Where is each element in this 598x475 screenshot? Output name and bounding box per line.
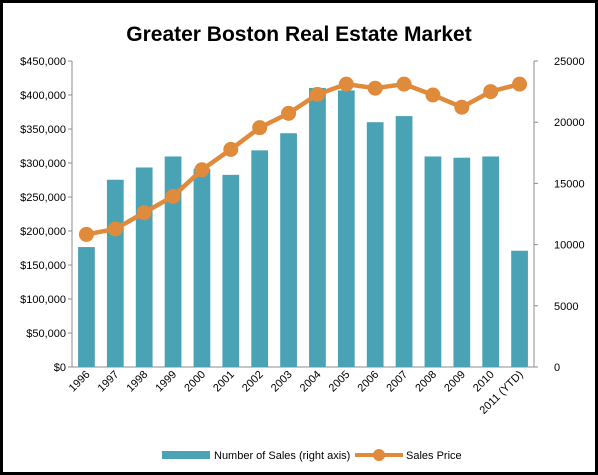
right-tick-label: 15000 (554, 178, 585, 190)
legend: Number of Sales (right axis) Sales Price (162, 449, 462, 462)
sales-price-point (512, 76, 528, 92)
bar-number-of-sales (251, 150, 269, 367)
sales-price-point (136, 205, 152, 221)
x-tick-label: 2008 (413, 369, 439, 395)
right-tick-label: 0 (554, 362, 560, 374)
bar-number-of-sales (106, 179, 124, 367)
sales-price-point (252, 120, 268, 136)
bar-number-of-sales (78, 247, 95, 367)
chart-svg: Greater Boston Real Estate Market $0 $50,… (20, 23, 584, 462)
bar-number-of-sales (482, 156, 500, 367)
x-tick-label: 2009 (442, 369, 468, 395)
right-tick-label: 5000 (554, 301, 578, 313)
sales-price-point (483, 84, 499, 100)
x-tick-label: 2001 (211, 369, 237, 395)
left-tick-label: $0 (54, 362, 66, 374)
left-tick-label: $400,000 (20, 90, 66, 102)
x-tick-label: 1996 (67, 369, 93, 395)
x-tick-label: 2010 (471, 369, 497, 395)
left-tick-label: $350,000 (20, 124, 66, 136)
sales-price-point (396, 76, 412, 92)
left-tick-label: $300,000 (20, 158, 66, 170)
left-tick-label: $200,000 (20, 226, 66, 238)
left-tick-label: $450,000 (20, 56, 66, 68)
left-tick-label: $100,000 (20, 294, 66, 306)
right-tick-label: 25000 (554, 56, 585, 68)
sales-price-point (78, 226, 94, 242)
bar-number-of-sales (222, 174, 240, 367)
legend-swatch-number-of-sales (162, 451, 210, 459)
legend-swatch-sales-price-marker (373, 449, 385, 461)
x-tick-label: 2003 (269, 369, 295, 395)
bar-number-of-sales (511, 250, 528, 367)
bar-number-of-sales (280, 133, 297, 367)
bar-number-of-sales (337, 90, 355, 367)
sales-price-point (309, 86, 325, 102)
left-tick-label: $250,000 (20, 192, 66, 204)
x-tick-label: 1998 (125, 369, 151, 395)
line-layer (78, 76, 528, 242)
bars-layer (78, 87, 528, 367)
chart-title: Greater Boston Real Estate Market (126, 23, 471, 46)
left-tick-label: $150,000 (20, 260, 66, 272)
axes-layer: $0 $50,000 $100,000 $150,000 $200,000 $250,00… (20, 56, 584, 374)
bar-number-of-sales (135, 167, 153, 367)
bar-number-of-sales (424, 156, 442, 367)
x-tick-label: 2006 (356, 369, 382, 395)
legend-label-sales-price: Sales Price (406, 450, 462, 462)
right-tick-label: 10000 (554, 240, 585, 252)
sales-price-line (84, 81, 522, 237)
sales-price-point (281, 105, 297, 121)
sales-price-point (367, 80, 383, 96)
legend-label-number-of-sales: Number of Sales (right axis) (214, 450, 350, 462)
bar-number-of-sales (193, 168, 211, 367)
sales-price-point (425, 87, 441, 103)
sales-price-point (454, 99, 470, 115)
bar-number-of-sales (164, 156, 182, 367)
sales-price-point (165, 188, 181, 204)
right-tick-label: 20000 (554, 117, 585, 129)
sales-price-point (194, 162, 210, 178)
sales-price-point (223, 141, 239, 157)
x-tick-label: 2007 (384, 369, 410, 395)
x-tick-label: 2005 (327, 369, 353, 395)
x-tick-label: 2002 (240, 369, 266, 395)
bar-number-of-sales (453, 157, 471, 367)
x-tick-labels: 1996 1997 1998 1999 2000 2001 2002 2003 2004 2005… (67, 369, 526, 417)
x-tick-label: 2004 (298, 369, 324, 395)
bar-number-of-sales (366, 122, 384, 367)
bar-number-of-sales (395, 116, 413, 367)
sales-price-point (338, 76, 354, 92)
x-tick-label: 1999 (153, 369, 179, 395)
left-tick-label: $50,000 (26, 328, 66, 340)
bar-number-of-sales (309, 87, 326, 367)
x-tick-label: 1997 (96, 369, 122, 395)
sales-price-point (107, 221, 123, 237)
x-tick-label: 2000 (182, 369, 208, 395)
